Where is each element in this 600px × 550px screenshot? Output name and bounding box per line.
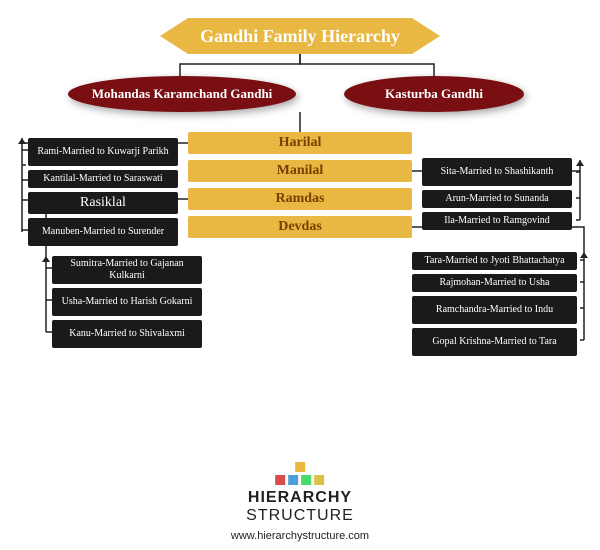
harilal-child-0: Rami-Married to Kuwarji Parikh	[28, 138, 178, 166]
ramdas-child-2: Kanu-Married to Shivalaxmi	[52, 320, 202, 348]
devdas-child-3: Gopal Krishna-Married to Tara	[412, 328, 577, 356]
logo-color-squares	[246, 475, 354, 485]
manilal-child-0: Sita-Married to Shashikanth	[422, 158, 572, 186]
son-0: Harilal	[188, 132, 412, 154]
son-1: Manilal	[188, 160, 412, 182]
harilal-child-1: Kantilal-Married to Saraswati	[28, 170, 178, 188]
ramdas-child-0: Sumitra-Married to Gajanan Kulkarni	[52, 256, 202, 284]
logo-line2: STRUCTURE	[246, 507, 354, 524]
devdas-child-0: Tara-Married to Jyoti Bhattachatya	[412, 252, 577, 270]
parent-0: Mohandas Karamchand Gandhi	[68, 76, 296, 112]
devdas-child-1: Rajmohan-Married to Usha	[412, 274, 577, 292]
diagram-canvas: Gandhi Family Hierarchy Mohandas Karamch…	[0, 0, 600, 550]
title-text: Gandhi Family Hierarchy	[200, 26, 400, 47]
devdas-child-2: Ramchandra-Married to Indu	[412, 296, 577, 324]
logo-line1: HIERARCHY	[248, 489, 352, 506]
harilal-child-3: Manuben-Married to Surender	[28, 218, 178, 246]
ramdas-child-1: Usha-Married to Harish Gokarni	[52, 288, 202, 316]
manilal-child-2: Ila-Married to Ramgovind	[422, 212, 572, 230]
son-2: Ramdas	[188, 188, 412, 210]
logo-text: HIERARCHY STRUCTURE	[246, 489, 354, 525]
title-hexagon: Gandhi Family Hierarchy	[160, 18, 440, 54]
logo-block: HIERARCHY STRUCTURE	[246, 462, 354, 525]
manilal-child-1: Arun-Married to Sunanda	[422, 190, 572, 208]
logo-top-square	[295, 462, 305, 472]
parent-1: Kasturba Gandhi	[344, 76, 524, 112]
harilal-child-2: Rasiklal	[28, 192, 178, 214]
son-3: Devdas	[188, 216, 412, 238]
footer-url: www.hierarchystructure.com	[231, 530, 369, 542]
